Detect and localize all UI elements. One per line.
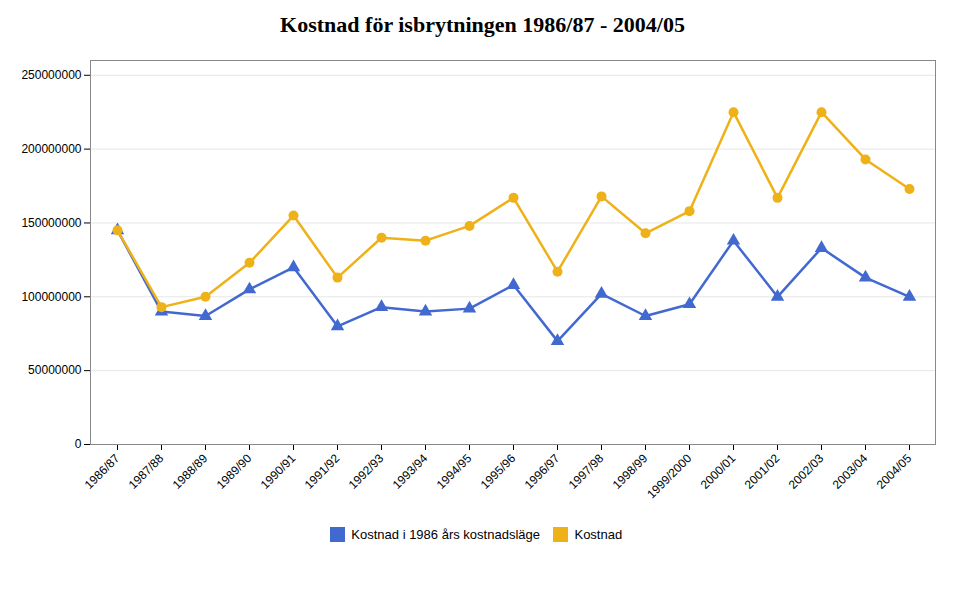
svg-text:1987/88: 1987/88 (126, 451, 167, 492)
svg-text:1996/97: 1996/97 (522, 451, 563, 492)
svg-text:150000000: 150000000 (21, 216, 81, 230)
svg-text:1988/89: 1988/89 (170, 451, 211, 492)
svg-text:1991/92: 1991/92 (302, 451, 343, 492)
svg-text:100000000: 100000000 (21, 290, 81, 304)
svg-text:2001/02: 2001/02 (742, 451, 783, 492)
html-text:Kostnad för isbrytningen 1986/: Kostnad för isbrytningen 1986/87 - 2004/… (280, 12, 685, 37)
svg-text:1992/93: 1992/93 (346, 451, 387, 492)
svg-text:1997/98: 1997/98 (566, 451, 607, 492)
svg-text:2004/05: 2004/05 (874, 451, 915, 492)
svg-text:1994/95: 1994/95 (434, 451, 475, 492)
svg-text:1999/2000: 1999/2000 (644, 451, 694, 501)
svg-text:1995/96: 1995/96 (478, 451, 519, 492)
svg-text:2000/01: 2000/01 (698, 451, 739, 492)
svg-text:0: 0 (75, 437, 82, 451)
svg-text:2003/04: 2003/04 (830, 451, 871, 492)
svg-text:1989/90: 1989/90 (214, 451, 255, 492)
svg-text:200000000: 200000000 (21, 142, 81, 156)
svg-text:2002/03: 2002/03 (786, 451, 827, 492)
svg-text:1998/99: 1998/99 (610, 451, 651, 492)
html-text:Kostnad i 1986 års kostnadsläg: Kostnad i 1986 års kostnadsläge (351, 527, 540, 542)
svg-text:250000000: 250000000 (21, 68, 81, 82)
svg-text:1986/87: 1986/87 (82, 451, 123, 492)
svg-text:50000000: 50000000 (28, 363, 82, 377)
svg-text:1990/91: 1990/91 (258, 451, 299, 492)
svg-text:1993/94: 1993/94 (390, 451, 431, 492)
html-text:Kostnad: Kostnad (574, 527, 623, 542)
